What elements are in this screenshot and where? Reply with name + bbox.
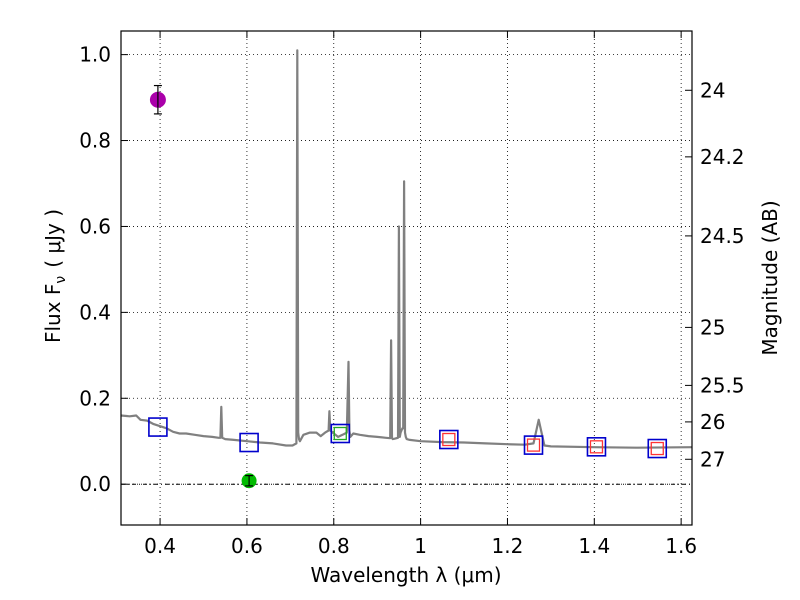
x-tick-label: 1.4 (578, 534, 610, 558)
x-tick-label: 0.4 (144, 534, 176, 558)
x-tick-label: 0.6 (231, 534, 263, 558)
observed-band-marker (442, 432, 456, 447)
photometry-markers (148, 84, 668, 489)
right-tick-label: 24 (700, 78, 725, 102)
right-axis-label: Magnitude (AB) (758, 200, 782, 355)
right-tick-label: 25.5 (700, 373, 745, 397)
x-tick-label: 0.8 (318, 534, 350, 558)
y-tick-label: 1.0 (79, 43, 111, 67)
x-axis-label: Wavelength λ (μm) (310, 563, 501, 587)
y-tick-label: 0.2 (79, 386, 111, 410)
plot-frame (120, 30, 693, 526)
model-band-square (439, 429, 459, 450)
observed-band-marker (589, 440, 604, 454)
model-band-square (647, 438, 668, 459)
x-tick-label: 1.6 (665, 534, 697, 558)
model-band-square (586, 437, 607, 457)
y-tick-label: 0.8 (79, 129, 111, 153)
model-band-square (239, 432, 259, 453)
y-axis-label-units: ( μJy ) (41, 209, 65, 268)
x-tick-label: 1.2 (492, 534, 524, 558)
right-tick-label: 24.5 (700, 224, 745, 248)
model-band-square (330, 423, 351, 444)
x-tick-label: 1 (414, 534, 427, 558)
y-tick-label: 0.4 (79, 300, 111, 324)
y-tick-label: 0.0 (79, 472, 111, 496)
y-axis-label-main: Flux F (41, 284, 65, 343)
right-tick-label: 27 (700, 447, 725, 471)
right-tick-label: 26 (700, 410, 725, 434)
right-tick-label: 25 (700, 315, 725, 339)
y-axis-label-subscript: ν (53, 276, 69, 284)
right-tick-label: 24.2 (700, 145, 745, 169)
axis-ticks: 0.4 0.6 0.8 1 1.2 1.4 1.6 0.0 0.2 0.4 0.6 0.8 1.0 24 2… (79, 31, 745, 558)
model-band-square (523, 435, 544, 455)
observed-band-marker (650, 441, 664, 456)
observed-band-marker (526, 438, 541, 452)
spectrum-line (120, 49, 693, 449)
y-axis-label: Flux Fν ( μJy ) (41, 209, 69, 343)
model-band-square (148, 417, 168, 437)
grid (121, 31, 692, 525)
y-tick-label: 0.6 (79, 214, 111, 238)
observed-band-marker (333, 426, 347, 441)
